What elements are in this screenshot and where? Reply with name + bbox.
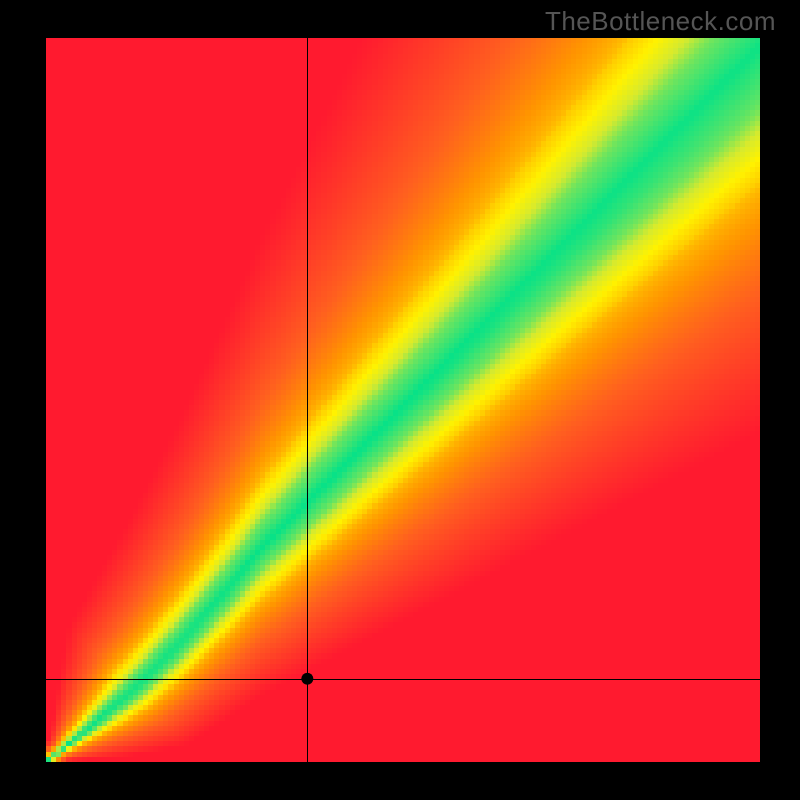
- bottleneck-heatmap: [46, 38, 760, 762]
- watermark-text: TheBottleneck.com: [545, 6, 776, 37]
- chart-container: TheBottleneck.com: [0, 0, 800, 800]
